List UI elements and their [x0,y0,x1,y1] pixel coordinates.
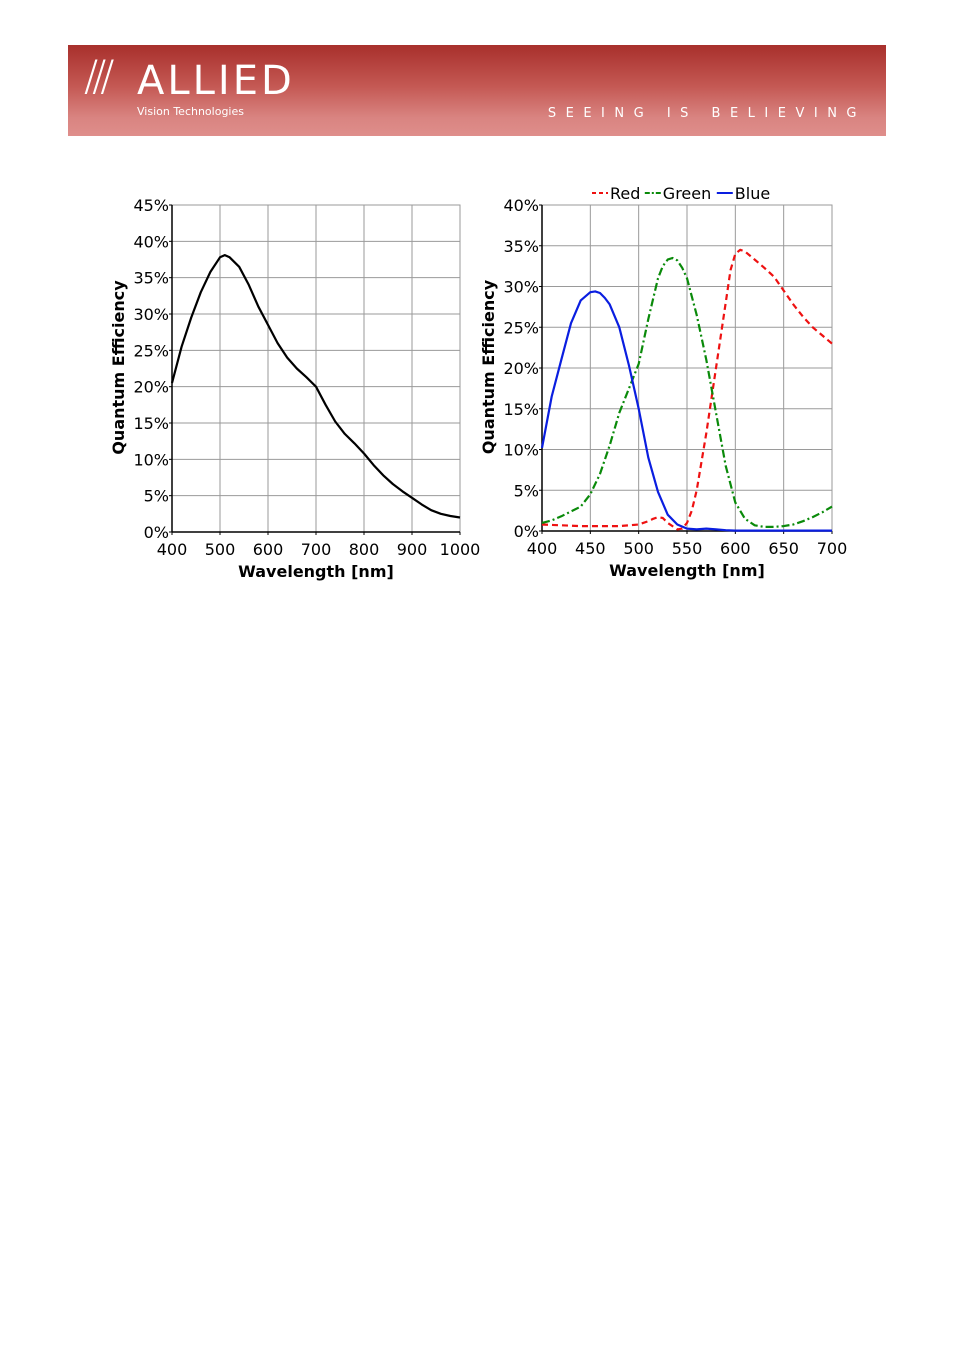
logo-slashes: /// [84,51,115,100]
y-tick-label: 5% [514,481,539,500]
y-tick-label: 25% [503,318,539,337]
x-tick-label: 400 [157,540,188,559]
x-tick-label: 550 [672,539,703,558]
legend-label-blue: Blue [735,184,770,203]
legend-label-red: Red [610,184,640,203]
y-tick-label: 5% [144,487,169,506]
y-tick-label: 45% [133,196,169,215]
legend-label-green: Green [663,184,711,203]
y-tick-label: 40% [133,232,169,251]
x-tick-label: 800 [349,540,380,559]
x-tick-label: 450 [575,539,606,558]
x-axis-title: Wavelength [nm] [609,561,765,580]
y-tick-label: 0% [514,522,539,541]
x-tick-label: 650 [768,539,799,558]
quantum-efficiency-chart-mono: 0% 5% 10% 15% 20% 25% 30% 35% 40% 45% 400 500 600 700… [109,196,481,581]
x-tick-label: 500 [623,539,654,558]
x-tick-label: 400 [527,539,558,558]
x-tick-label: 900 [397,540,428,559]
x-tick-label: 600 [720,539,751,558]
x-tick-label: 700 [817,539,848,558]
header-banner: /// ALLIED Vision Technologies SEEING IS… [68,45,886,136]
series-line-red [541,248,833,531]
y-tick-label: 10% [503,441,539,460]
y-tick-label: 25% [133,341,169,360]
logo-subtitle: Vision Technologies [137,105,244,118]
y-tick-label: 40% [503,196,539,215]
y-tick-label: 35% [503,237,539,256]
y-tick-label: 30% [133,305,169,324]
y-tick-label: 15% [133,414,169,433]
x-axis-title: Wavelength [nm] [238,562,394,581]
y-tick-label: 35% [133,269,169,288]
x-tick-label: 600 [253,540,284,559]
y-tick-label: 10% [133,450,169,469]
quantum-efficiency-chart-color: 0% 5% 10% 15% 20% 25% 30% 35% 40% 400 450 500 550 600… [479,184,848,580]
y-tick-label: 30% [503,278,539,297]
x-tick-label: 500 [205,540,236,559]
y-axis-title: Quantum Efficiency [479,279,498,454]
x-tick-label: 700 [301,540,332,559]
y-tick-label: 0% [144,523,169,542]
y-tick-label: 15% [503,400,539,419]
x-tick-label: 1000 [440,540,481,559]
y-axis-title: Quantum Efficiency [109,280,128,455]
series-line-green [541,256,833,528]
series-line [170,254,461,519]
logo-brand-name: ALLIED [137,58,295,104]
allied-logo: /// ALLIED Vision Technologies [84,51,324,127]
y-tick-label: 20% [503,359,539,378]
y-tick-label: 20% [133,378,169,397]
tagline: SEEING IS BELIEVING [547,106,866,121]
series-line-blue [540,290,832,532]
